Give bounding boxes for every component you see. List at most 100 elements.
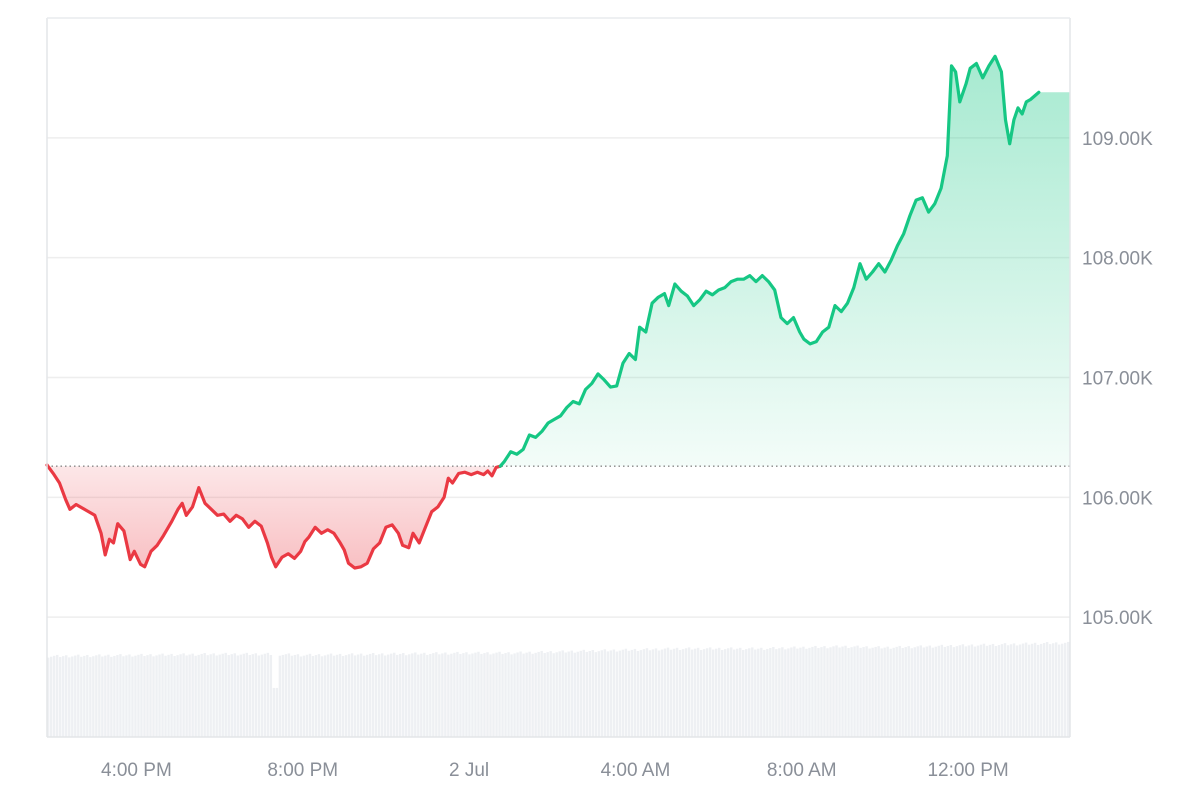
- volume-bar: [946, 645, 950, 737]
- volume-bar: [916, 646, 919, 737]
- volume-bar: [359, 653, 363, 737]
- volume-bar: [736, 648, 739, 737]
- volume-bar: [799, 647, 802, 737]
- volume-bar: [423, 652, 426, 737]
- volume-bar: [170, 653, 173, 737]
- volume-bar: [128, 654, 131, 737]
- volume-bar: [859, 647, 862, 737]
- volume-bar: [483, 653, 486, 737]
- volume-bar: [742, 650, 745, 737]
- volume-bar: [775, 649, 778, 737]
- volume-bar: [663, 648, 667, 737]
- volume-bar: [519, 651, 522, 737]
- volume-bar: [937, 645, 941, 737]
- up-area-fill: [500, 56, 1070, 467]
- volume-bar: [618, 650, 622, 737]
- volume-bar: [648, 650, 652, 737]
- volume-bar: [374, 655, 378, 737]
- volume-bar: [723, 649, 727, 737]
- volume-bar: [453, 652, 456, 737]
- volume-bar: [161, 653, 164, 737]
- volume-bar: [362, 655, 366, 737]
- volume-bar: [383, 655, 387, 737]
- volume-bar: [368, 653, 372, 737]
- volume-bar: [441, 653, 444, 737]
- volume-bar: [98, 654, 101, 737]
- volume-bar: [390, 653, 393, 737]
- volume-bar: [835, 645, 838, 737]
- volume-bar: [642, 649, 646, 737]
- x-tick-label: 8:00 AM: [767, 760, 837, 781]
- volume-bar: [420, 653, 423, 737]
- volume-bar: [1060, 643, 1064, 737]
- volume-bar: [808, 647, 811, 737]
- volume-bar: [991, 643, 995, 737]
- volume-bar: [871, 647, 874, 737]
- volume-bar: [651, 649, 655, 737]
- volume-bar: [1015, 645, 1019, 737]
- volume-bar: [65, 655, 68, 737]
- volume-bar: [447, 654, 450, 737]
- volume-bar: [477, 651, 480, 737]
- volume-bar: [302, 655, 306, 737]
- volume-bar: [955, 646, 959, 737]
- volume-bar: [687, 647, 691, 737]
- volume-bar: [317, 654, 321, 737]
- volume-bar: [176, 655, 179, 737]
- volume-bar: [582, 649, 585, 737]
- volume-bar: [116, 655, 119, 737]
- volume-bar: [71, 656, 74, 737]
- volume-bar: [853, 646, 856, 737]
- volume-bar: [681, 649, 685, 737]
- volume-bar: [486, 652, 489, 737]
- volume-bar: [874, 646, 877, 737]
- volume-bar: [227, 655, 230, 737]
- volume-bar: [967, 645, 971, 737]
- volume-bar: [480, 653, 483, 737]
- volume-bar: [516, 652, 519, 737]
- volume-bar: [997, 645, 1001, 737]
- volume-bar: [209, 654, 212, 737]
- volume-bar: [438, 654, 441, 737]
- volume-bar: [1048, 644, 1052, 737]
- volume-bar: [669, 649, 673, 737]
- volume-bar: [528, 651, 531, 737]
- volume-bar: [705, 648, 709, 737]
- volume-bar: [751, 647, 754, 737]
- volume-bar: [1030, 643, 1034, 737]
- volume-bar: [245, 652, 248, 737]
- volume-bar: [197, 654, 200, 737]
- volume-bar: [411, 653, 414, 737]
- volume-bar: [299, 656, 303, 737]
- volume-bar: [1003, 643, 1007, 737]
- volume-bar: [77, 654, 80, 737]
- volume-bar: [1024, 642, 1028, 737]
- volume-bar: [188, 654, 191, 737]
- y-tick-label: 106.00K: [1082, 488, 1153, 509]
- volume-bar: [994, 646, 998, 737]
- volume-bar: [1036, 644, 1040, 737]
- volume-bar: [678, 650, 682, 737]
- volume-bar: [976, 645, 980, 737]
- volume-bar: [561, 650, 564, 737]
- volume-bar: [344, 655, 348, 737]
- volume-bar: [522, 653, 525, 737]
- volume-bars: [47, 641, 1070, 737]
- volume-bar: [567, 651, 570, 737]
- volume-bar: [233, 653, 236, 737]
- volume-bar: [149, 654, 152, 737]
- x-tick-label: 8:00 PM: [267, 760, 338, 781]
- volume-bar: [125, 655, 128, 737]
- volume-bar: [393, 652, 396, 737]
- volume-bar: [922, 647, 925, 737]
- volume-bar: [832, 646, 835, 737]
- volume-bar: [122, 656, 125, 737]
- volume-bar: [829, 647, 832, 737]
- volume-bar: [1063, 642, 1067, 737]
- volume-bar: [865, 646, 868, 737]
- volume-bar: [146, 655, 149, 737]
- volume-bar: [320, 656, 324, 737]
- volume-bar: [1009, 644, 1013, 737]
- volume-bar: [119, 654, 122, 737]
- volume-bar: [624, 648, 628, 737]
